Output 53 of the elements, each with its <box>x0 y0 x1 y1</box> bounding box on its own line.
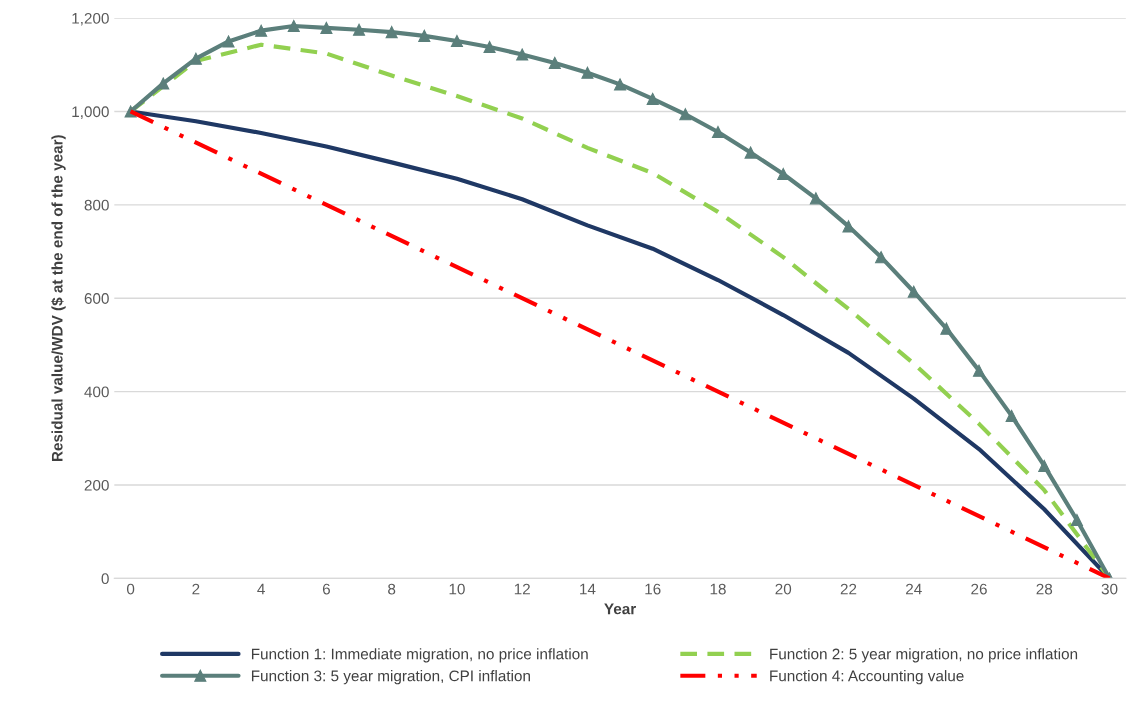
x-tick-label: 10 <box>449 583 465 595</box>
point <box>352 23 366 36</box>
y-tick-label: 400 <box>84 386 109 398</box>
point <box>581 66 594 79</box>
point <box>548 56 561 69</box>
point <box>614 78 627 91</box>
point <box>744 146 757 159</box>
y-tick-label: 1,000 <box>72 106 109 119</box>
x-tick-label: 6 <box>322 583 330 595</box>
point <box>711 125 725 139</box>
point <box>418 29 431 42</box>
point <box>679 108 692 121</box>
y-tick-label: 200 <box>84 479 109 491</box>
y-tick-label: 1,200 <box>72 12 109 26</box>
x-tick-label: 24 <box>906 583 922 595</box>
x-tick-label: 18 <box>710 583 726 595</box>
point <box>287 19 300 33</box>
y-tick-label: 600 <box>84 293 109 304</box>
y-tick-label: 0 <box>101 573 109 585</box>
x-axis-title: Year <box>604 603 636 615</box>
legend-label: Function 3: 5 year migration, CPI inflation <box>251 670 530 685</box>
point <box>1038 459 1051 472</box>
point <box>222 35 235 48</box>
y-tick-label: 800 <box>84 199 109 211</box>
point <box>1005 409 1018 422</box>
x-tick-label: 0 <box>126 583 135 595</box>
x-tick-label: 28 <box>1036 583 1053 595</box>
point <box>385 26 398 39</box>
y-axis-title: Residual value/WDV ($ at the end of the year) <box>51 135 66 462</box>
point <box>972 364 986 377</box>
x-tick-label: 20 <box>775 583 792 595</box>
x-tick-label: 26 <box>971 583 987 595</box>
point <box>646 92 659 105</box>
x-tick-label: 2 <box>192 583 200 595</box>
x-tick-label: 12 <box>514 583 530 595</box>
point <box>483 40 496 54</box>
legend-label: Function 4: Accounting value <box>770 670 964 685</box>
point <box>255 24 268 37</box>
point <box>1070 513 1083 527</box>
point <box>940 322 953 335</box>
point <box>516 48 529 61</box>
x-tick-label: 14 <box>580 583 596 595</box>
x-tick-label: 16 <box>645 583 661 595</box>
point <box>777 167 790 181</box>
point <box>320 21 333 34</box>
point <box>450 34 463 48</box>
x-tick-label: 4 <box>257 583 265 595</box>
legend-label: Function 2: 5 year migration, no price inflation <box>770 648 1078 663</box>
legend-label: Function 1: Immediate migration, no price inflation <box>251 648 588 663</box>
x-tick-label: 8 <box>388 583 396 595</box>
x-tick-label: 30 <box>1101 583 1118 595</box>
x-tick-label: 22 <box>840 583 857 595</box>
point <box>907 285 920 298</box>
